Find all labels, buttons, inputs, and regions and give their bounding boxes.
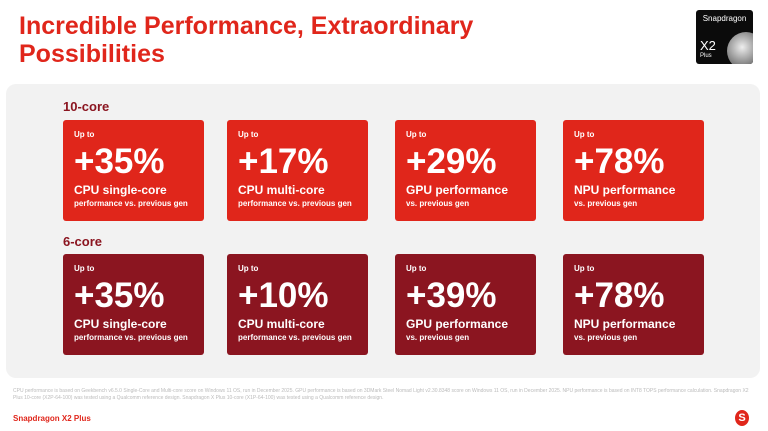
card-prefix: Up to xyxy=(574,130,595,139)
card-sublabel: vs. previous gen xyxy=(406,333,470,342)
stat-card: Up to +78% NPU performance vs. previous … xyxy=(563,120,704,221)
snapdragon-x2-plus-logo: Snapdragon X2 Plus xyxy=(696,10,753,64)
stat-card: Up to +35% CPU single-core performance v… xyxy=(63,120,204,221)
snapdragon-swirl-icon xyxy=(727,32,753,64)
card-value: +10% xyxy=(238,276,329,315)
card-sublabel: performance vs. previous gen xyxy=(74,199,188,208)
card-value: +35% xyxy=(74,142,165,181)
card-value: +35% xyxy=(74,276,165,315)
stat-card: Up to +17% CPU multi-core performance vs… xyxy=(227,120,368,221)
card-prefix: Up to xyxy=(238,130,259,139)
card-sublabel: performance vs. previous gen xyxy=(238,333,352,342)
card-label: GPU performance xyxy=(406,317,509,331)
card-label: CPU multi-core xyxy=(238,183,325,197)
card-label: CPU single-core xyxy=(74,183,167,197)
footnote: CPU performance is based on Geekbench v6… xyxy=(13,388,749,401)
logo-brand: Snapdragon xyxy=(702,14,747,23)
card-sublabel: vs. previous gen xyxy=(574,333,638,342)
card-sublabel: performance vs. previous gen xyxy=(238,199,352,208)
section-label: 6-core xyxy=(63,234,103,249)
card-value: +17% xyxy=(238,142,329,181)
card-label: NPU performance xyxy=(574,317,676,331)
footer-brand: Snapdragon X2 Plus xyxy=(13,414,91,423)
card-sublabel: vs. previous gen xyxy=(574,199,638,208)
card-label: CPU single-core xyxy=(74,317,167,331)
logo-model: X2 xyxy=(700,38,716,53)
card-sublabel: performance vs. previous gen xyxy=(74,333,188,342)
section-label: 10-core xyxy=(63,99,110,114)
card-prefix: Up to xyxy=(74,130,95,139)
card-label: CPU multi-core xyxy=(238,317,325,331)
stat-card: Up to +39% GPU performance vs. previous … xyxy=(395,254,536,355)
card-value: +78% xyxy=(574,142,665,181)
card-prefix: Up to xyxy=(574,264,595,273)
card-value: +39% xyxy=(406,276,497,315)
logo-tier: Plus xyxy=(700,53,712,59)
card-value: +78% xyxy=(574,276,665,315)
snapdragon-icon: S xyxy=(735,410,749,426)
stat-card: Up to +78% NPU performance vs. previous … xyxy=(563,254,704,355)
stat-card: Up to +10% CPU multi-core performance vs… xyxy=(227,254,368,355)
card-prefix: Up to xyxy=(238,264,259,273)
card-label: GPU performance xyxy=(406,183,509,197)
card-prefix: Up to xyxy=(74,264,95,273)
card-prefix: Up to xyxy=(406,264,427,273)
page-title: Incredible Performance, Extraordinary Po… xyxy=(19,12,474,68)
stat-card: Up to +35% CPU single-core performance v… xyxy=(63,254,204,355)
card-sublabel: vs. previous gen xyxy=(406,199,470,208)
card-label: NPU performance xyxy=(574,183,676,197)
card-prefix: Up to xyxy=(406,130,427,139)
card-value: +29% xyxy=(406,142,497,181)
stat-card: Up to +29% GPU performance vs. previous … xyxy=(395,120,536,221)
